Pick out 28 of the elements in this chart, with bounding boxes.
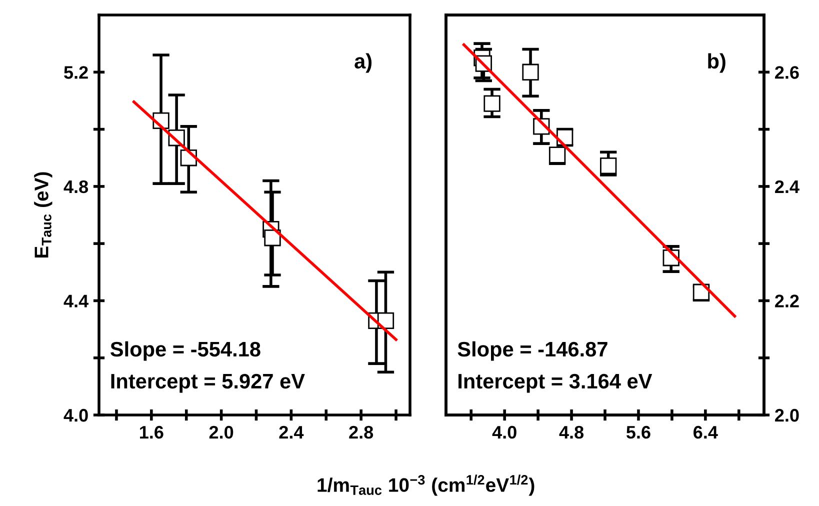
annotation: Slope = -554.18 <box>110 341 260 361</box>
x-tick-label: 1.6 <box>140 426 164 439</box>
x-tick-label: 2.8 <box>349 426 374 439</box>
y-tick-label: 5.2 <box>64 66 88 79</box>
x-tick-label: 2.4 <box>279 426 304 438</box>
annotation: a) <box>354 53 372 73</box>
text: 1/m$_{Tauc}$ 10$^{−3}$ (cm$^{1/2}$eV$^{1/2}$) <box>318 474 534 496</box>
annotation: Intercept = 3.164 eV <box>458 374 652 393</box>
y-tick-label: 4.8 <box>64 180 88 194</box>
x-tick-label: 4.8 <box>559 426 584 439</box>
annotation: Intercept = 5.927 eV <box>111 374 305 393</box>
y2-tick-label: 2.0 <box>775 408 799 422</box>
point <box>264 230 281 246</box>
point <box>600 158 617 174</box>
y2-tick-label: 2.6 <box>775 66 799 79</box>
x-tick-label: 5.6 <box>626 426 650 439</box>
y-axis-title: E$_{Tauc}$ (eV) <box>34 172 52 258</box>
annotation: Slope = -146.87 <box>458 341 608 361</box>
x-tick-label: 2.0 <box>209 426 234 439</box>
y-tick-label: 4.0 <box>64 408 88 422</box>
y2-tick-label: 2.4 <box>775 180 800 193</box>
annotation: b) <box>708 53 726 73</box>
x-tick-label: 6.4 <box>694 426 718 439</box>
point <box>522 64 539 80</box>
y2-tick-label: 2.2 <box>775 294 799 308</box>
point <box>484 95 500 112</box>
x-tick-label: 4.0 <box>492 426 516 439</box>
y-tick-label: 4.4 <box>64 294 88 308</box>
